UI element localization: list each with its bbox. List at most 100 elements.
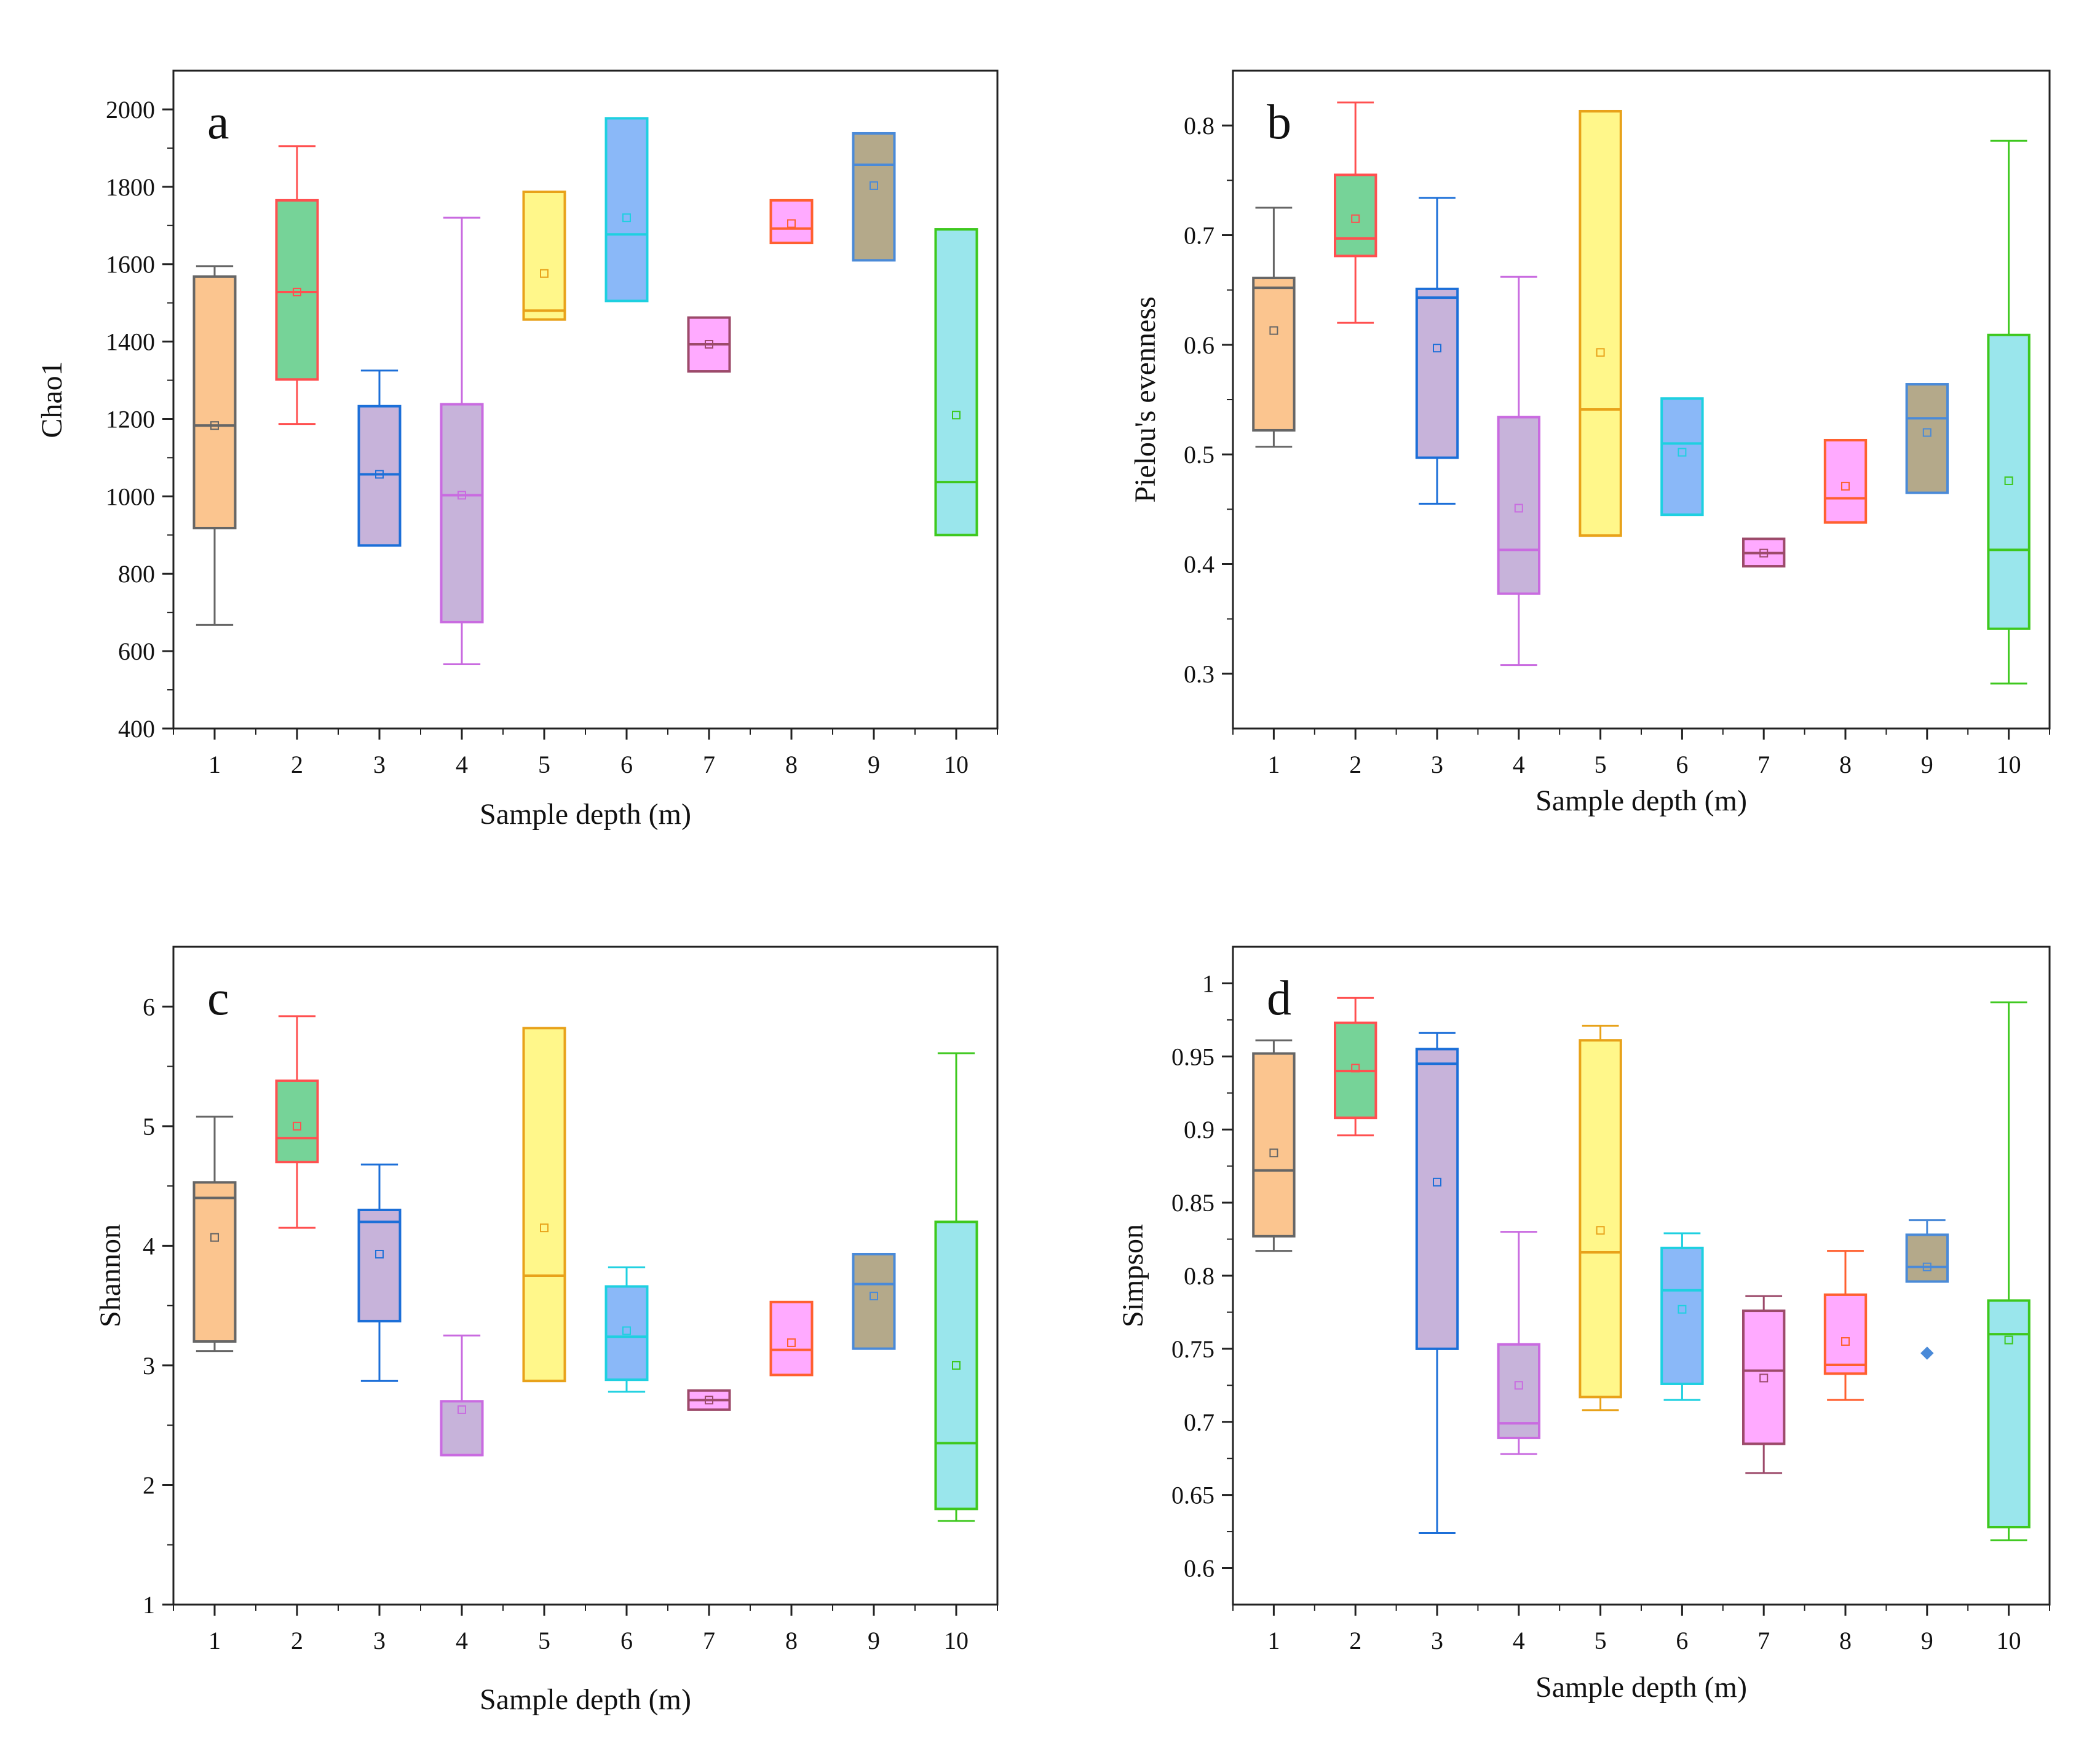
x-tick-label: 6	[620, 1627, 633, 1654]
mean-marker	[1922, 1262, 1932, 1271]
box-iqr	[1987, 1299, 2031, 1528]
panel-letter: d	[1267, 971, 1291, 1025]
mean-marker	[1596, 348, 1605, 357]
box-8	[769, 199, 814, 245]
box-iqr	[1823, 438, 1868, 524]
x-tick-label: 2	[1349, 1627, 1361, 1654]
mean-marker	[1922, 428, 1932, 437]
mean-marker	[622, 1326, 631, 1335]
box-5	[522, 1027, 566, 1383]
box-9	[1905, 383, 1949, 494]
box-iqr	[852, 1252, 896, 1350]
x-tick-label: 9	[1921, 751, 1933, 778]
box-3	[357, 1163, 402, 1382]
x-tick-label: 6	[1676, 751, 1688, 778]
y-tick-label: 1	[1202, 970, 1214, 997]
box-6	[1660, 1232, 1704, 1401]
y-tick-label: 0.5	[1184, 441, 1214, 468]
box-iqr	[1823, 1293, 1868, 1375]
box-5	[1579, 1024, 1622, 1412]
x-tick-label: 3	[1431, 751, 1443, 778]
mean-marker	[210, 421, 219, 430]
y-tick-label: 1200	[106, 405, 155, 433]
box-1	[1252, 207, 1296, 448]
x-tick-label: 10	[944, 751, 969, 778]
y-tick-label: 1	[143, 1591, 155, 1619]
y-tick-label: 1400	[106, 328, 155, 356]
box-2	[1334, 997, 1377, 1137]
box-iqr	[522, 1027, 566, 1383]
x-tick-label: 4	[456, 751, 468, 778]
x-tick-label: 6	[1676, 1627, 1688, 1654]
box-iqr	[192, 275, 237, 529]
box-iqr	[1660, 1246, 1704, 1385]
box-iqr	[1252, 1052, 1296, 1238]
mean-marker	[1596, 1226, 1605, 1235]
mean-marker	[952, 1361, 961, 1370]
box-9	[1905, 1219, 1949, 1360]
mean-marker	[1759, 548, 1769, 558]
y-axis-title: Pielou's evenness	[1129, 296, 1162, 502]
y-tick-label: 0.4	[1184, 551, 1214, 579]
box-7	[687, 1389, 731, 1411]
box-iqr	[1415, 1048, 1459, 1350]
box-iqr	[604, 117, 649, 302]
box-10	[1987, 1001, 2031, 1541]
box-iqr	[357, 405, 402, 547]
box-8	[1823, 1250, 1868, 1401]
x-tick-label: 8	[1839, 751, 1852, 778]
mean-marker	[787, 1338, 796, 1347]
box-5	[522, 191, 566, 321]
box-iqr	[852, 132, 896, 262]
y-tick-label: 0.65	[1171, 1482, 1214, 1509]
box-iqr	[604, 1285, 649, 1381]
mean-marker	[622, 213, 631, 223]
y-axis-title: Simpson	[1117, 1224, 1149, 1327]
box-1	[192, 1115, 237, 1353]
y-tick-label: 0.7	[1184, 222, 1214, 250]
mean-marker	[293, 288, 301, 297]
mean-marker	[1433, 1177, 1441, 1187]
box-iqr	[1987, 333, 2031, 630]
panel-b: 0.3 0.4 0.5 0.6 0.7 0.8 1 2 3 4 5 6 7 8 9 10 Sample dept…	[1129, 69, 2051, 817]
x-tick-label: 3	[1431, 1627, 1443, 1654]
mean-marker	[870, 181, 878, 190]
y-tick-label: 0.6	[1184, 1555, 1214, 1582]
x-tick-label: 4	[1513, 1627, 1525, 1654]
y-tick-label: 0.3	[1184, 660, 1214, 688]
box-iqr	[357, 1209, 402, 1322]
x-tick-label: 1	[1267, 751, 1280, 778]
x-tick-label: 6	[620, 751, 633, 778]
x-tick-label: 2	[1349, 751, 1361, 778]
x-tick-label: 1	[208, 1627, 221, 1654]
box-5	[1579, 109, 1622, 537]
mean-marker	[210, 1233, 219, 1242]
box-iqr	[1252, 277, 1296, 432]
y-tick-label: 0.9	[1184, 1116, 1214, 1144]
y-tick-label: 600	[118, 638, 155, 665]
box-iqr	[1415, 287, 1459, 459]
box-iqr	[1579, 109, 1622, 537]
y-tick-label: 5	[143, 1113, 155, 1140]
x-axis-title: Sample depth (m)	[1535, 1671, 1747, 1704]
box-10	[1987, 140, 2031, 685]
mean-marker	[1678, 448, 1687, 457]
mean-marker	[1433, 344, 1441, 353]
mean-marker	[293, 1121, 301, 1131]
box-iqr	[440, 1400, 484, 1456]
box-8	[1823, 438, 1868, 524]
x-tick-label: 10	[1997, 751, 2021, 778]
x-tick-label: 4	[456, 1627, 468, 1654]
mean-marker	[1269, 326, 1278, 335]
y-tick-label: 0.8	[1184, 112, 1214, 140]
mean-marker	[1759, 1373, 1769, 1383]
mean-marker	[1678, 1305, 1687, 1314]
y-tick-label: 0.8	[1184, 1262, 1214, 1290]
x-tick-label: 1	[1267, 1627, 1280, 1654]
y-tick-label: 1800	[106, 173, 155, 201]
x-tick-label: 5	[1595, 1627, 1607, 1654]
box-iqr	[934, 228, 978, 537]
x-tick-label: 8	[1839, 1627, 1852, 1654]
box-iqr	[934, 1220, 978, 1511]
mean-marker	[375, 470, 384, 479]
